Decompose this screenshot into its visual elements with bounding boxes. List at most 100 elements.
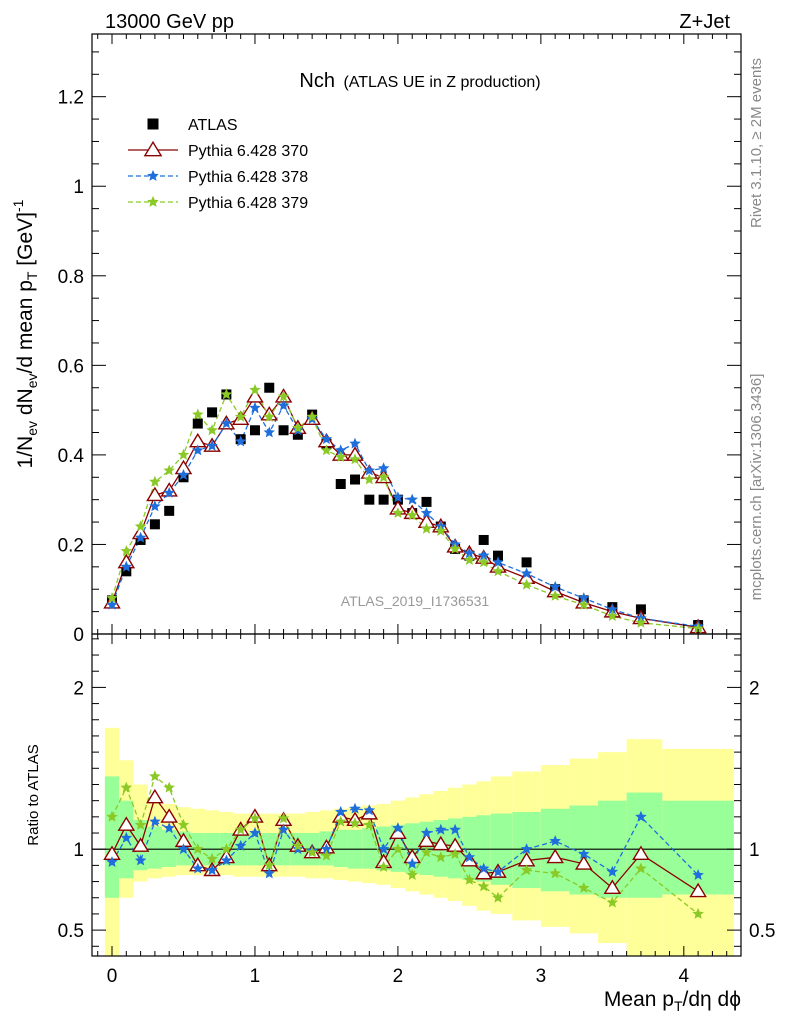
ratio-point-s2-2 (134, 818, 147, 830)
main-point-s2-25 (463, 547, 476, 559)
y-tick-label-main: 0 (73, 625, 84, 646)
ratio-point-s0-29 (546, 848, 564, 864)
ratio-point-s2-5 (177, 818, 190, 830)
main-point-s3-33 (692, 622, 704, 634)
ratio-point-s1-22 (420, 827, 433, 838)
main-point-s3-21 (406, 509, 418, 521)
main-point-s2-17 (349, 437, 361, 449)
ratio-point-s1-29 (549, 835, 561, 846)
main-point-s2-29 (549, 580, 561, 592)
ratio-point-s1-23 (435, 823, 447, 835)
main-point-s0-32 (635, 604, 646, 615)
ratio-point-s1-28 (520, 843, 533, 855)
main-point-s2-18 (363, 464, 376, 476)
legend-label-1: Pythia 6.428 370 (188, 143, 308, 160)
ratio-point-s0-32 (632, 845, 650, 861)
ratio-y-tick-label-left: 2 (73, 678, 84, 699)
x-axis-label: Mean pT/dη dϕ (604, 988, 741, 1014)
ratio-uncertainty-bands (92, 727, 741, 956)
ratio-point-s2-10 (249, 812, 261, 824)
main-point-s2-15 (320, 433, 333, 445)
main-point-s3-16 (335, 451, 347, 462)
ratio-point-s2-6 (192, 843, 204, 855)
ratio-point-s2-25 (463, 873, 476, 885)
main-point-s3-5 (177, 448, 190, 460)
main-series-line-2 (111, 404, 699, 628)
ratio-y-tick-label-left: 1 (73, 840, 84, 861)
ratio-point-s1-30 (578, 848, 590, 859)
main-point-s3-26 (477, 556, 490, 568)
ratio-point-s1-8 (220, 854, 233, 866)
ratio-frame (91, 633, 742, 957)
ratio-band-green (162, 829, 177, 868)
ratio-band-green (626, 792, 663, 898)
main-point-s0-22 (421, 496, 432, 507)
ratio-point-s1-32 (635, 810, 647, 822)
ratio-point-s1-0 (106, 856, 118, 867)
main-point-s0-10 (249, 425, 260, 436)
ratio-point-s1-17 (349, 802, 361, 814)
main-point-s0-28 (521, 557, 532, 568)
ratio-point-s2-4 (163, 781, 175, 793)
main-point-s3-12 (277, 390, 290, 402)
ratio-point-s2-12 (277, 812, 290, 824)
ratio-point-s2-21 (406, 869, 418, 880)
main-point-s0-26 (478, 534, 489, 545)
main-point-s0-4 (164, 505, 175, 516)
main-series-markers (103, 382, 707, 634)
ratio-band-green (104, 776, 120, 898)
ratio-point-s1-6 (192, 862, 204, 874)
main-point-s2-27 (492, 556, 504, 568)
ratio-point-s0-3 (146, 788, 164, 804)
main-point-s2-31 (606, 603, 619, 615)
main-point-s0-6 (192, 418, 203, 429)
ratio-point-s2-24 (449, 848, 461, 859)
ratio-point-s1-19 (377, 843, 390, 855)
ratio-point-s1-10 (249, 827, 261, 838)
main-point-s3-18 (363, 473, 376, 485)
ratio-point-s2-32 (635, 862, 647, 874)
ratio-point-s1-21 (406, 857, 418, 869)
ratio-point-s1-18 (363, 804, 376, 816)
ratio-point-s0-26 (474, 864, 493, 880)
y-tick-label-main: 0.2 (58, 535, 84, 556)
ratio-point-s1-4 (163, 822, 175, 834)
main-point-s0-16 (335, 479, 346, 489)
legend-marker-3 (147, 195, 159, 207)
main-point-s0-11 (264, 382, 275, 393)
ratio-point-s2-13 (292, 839, 304, 851)
main-point-s2-8 (220, 417, 233, 429)
y-tick-label-main: 0.4 (58, 446, 85, 467)
ratio-point-s2-14 (306, 846, 318, 858)
main-point-s2-9 (234, 435, 247, 447)
ratio-point-s0-33 (689, 882, 707, 898)
main-point-s2-3 (149, 500, 161, 512)
ratio-point-s1-12 (277, 823, 290, 835)
ratio-point-s2-17 (349, 817, 361, 829)
main-point-s3-19 (377, 471, 390, 483)
main-point-s3-24 (449, 542, 461, 554)
plot-title-sub: (ATLAS UE in Z production) (343, 74, 540, 91)
ratio-point-s2-9 (234, 823, 247, 835)
ratio-band-green (147, 826, 163, 869)
main-point-s0-3 (149, 519, 160, 530)
main-point-s0-1 (121, 566, 132, 577)
main-point-s2-11 (263, 426, 275, 438)
main-point-s3-6 (192, 408, 204, 420)
main-point-s0-17 (350, 474, 361, 485)
legend: ATLAS Pythia 6.428 370 Pythia 6.428 378 Pyt… (128, 117, 308, 212)
ratio-y-tick-label-right: 1 (749, 840, 760, 861)
ratio-point-s0-30 (574, 855, 593, 870)
main-point-s3-4 (163, 464, 175, 476)
ratio-series-markers (103, 770, 707, 919)
ratio-point-s2-26 (477, 880, 490, 892)
main-point-s2-20 (392, 491, 404, 503)
main-point-s0-12 (278, 425, 289, 436)
ratio-point-s0-1 (117, 816, 136, 831)
ratio-y-tick-label-right: 2 (749, 678, 760, 699)
ratio-point-s1-33 (692, 869, 704, 880)
main-point-s3-13 (292, 422, 304, 433)
main-point-s2-4 (163, 486, 175, 498)
ratio-point-s1-27 (492, 865, 504, 877)
